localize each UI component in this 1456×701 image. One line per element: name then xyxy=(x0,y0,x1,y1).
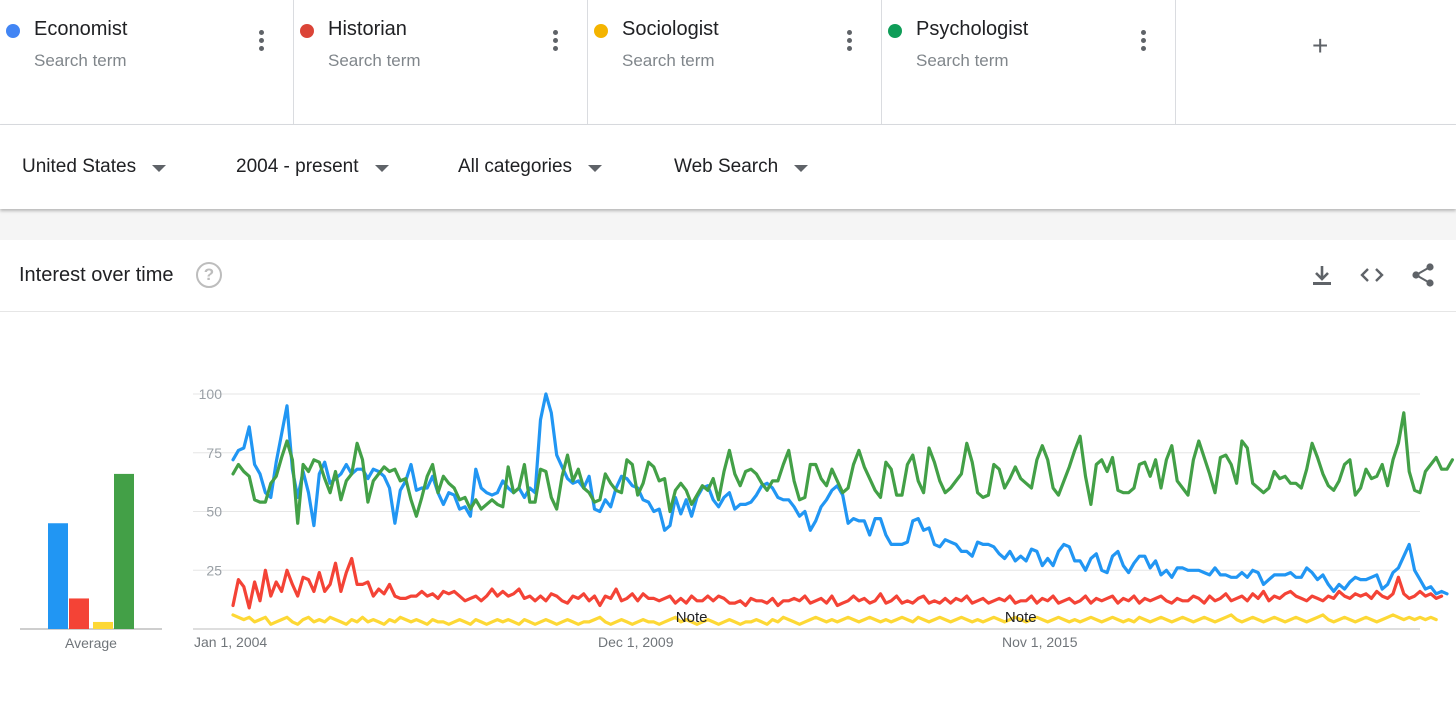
average-bar-historian xyxy=(69,598,89,629)
average-bar-economist xyxy=(48,523,68,629)
category-dropdown[interactable]: All categories xyxy=(458,156,603,178)
search-term-card-psychologist[interactable]: Psychologist Search term xyxy=(882,0,1176,124)
y-tick-label: 25 xyxy=(206,562,222,578)
x-tick-label: Jan 1, 2004 xyxy=(194,634,267,650)
section-divider xyxy=(0,209,1456,240)
y-tick-label: 50 xyxy=(206,504,222,520)
more-options-icon[interactable] xyxy=(1139,30,1147,54)
panel-title: Interest over time xyxy=(19,264,174,286)
more-options-icon[interactable] xyxy=(551,30,559,54)
plus-icon[interactable]: + xyxy=(1312,30,1329,61)
caret-down-icon xyxy=(588,164,603,172)
series-line-sociologist xyxy=(231,613,1438,626)
search-type-dropdown[interactable]: Web Search xyxy=(674,156,809,178)
series-line-psychologist xyxy=(231,411,1455,525)
panel-header: Interest over time ? xyxy=(0,240,1456,312)
term-label[interactable]: Economist xyxy=(34,18,128,40)
term-sublabel: Search term xyxy=(328,51,421,70)
category-value: All categories xyxy=(458,156,573,177)
series-line-historian xyxy=(231,556,1444,610)
time-range-dropdown[interactable]: 2004 - present xyxy=(236,156,389,178)
y-tick-label: 75 xyxy=(206,445,222,461)
search-term-card-historian[interactable]: Historian Search term xyxy=(294,0,588,124)
term-label[interactable]: Historian xyxy=(328,18,407,40)
term-sublabel: Search term xyxy=(916,51,1009,70)
time-range-value: 2004 - present xyxy=(236,156,359,177)
note-annotation: Note xyxy=(676,609,708,626)
caret-down-icon xyxy=(152,164,167,172)
note-annotation: Note xyxy=(1005,609,1037,626)
download-icon[interactable] xyxy=(1309,262,1335,288)
embed-icon[interactable] xyxy=(1359,262,1385,288)
more-options-icon[interactable] xyxy=(257,30,265,54)
search-term-card-economist[interactable]: Economist Search term xyxy=(0,0,294,124)
search-terms-bar: Economist Search term Historian Search t… xyxy=(0,0,1456,125)
caret-down-icon xyxy=(794,164,809,172)
x-tick-label: Nov 1, 2015 xyxy=(1002,634,1078,650)
average-bar-sociologist xyxy=(93,621,113,629)
term-sublabel: Search term xyxy=(622,51,715,70)
x-tick-label: Dec 1, 2009 xyxy=(598,634,674,650)
term-label[interactable]: Sociologist xyxy=(622,18,719,40)
region-value: United States xyxy=(22,156,137,177)
add-comparison-button[interactable]: + xyxy=(1176,0,1456,124)
y-tick-label: 100 xyxy=(199,386,223,402)
filter-bar: United States 2004 - present All categor… xyxy=(0,125,1456,209)
average-bar-psychologist xyxy=(114,473,134,629)
average-label: Average xyxy=(65,635,117,651)
term-color-dot xyxy=(888,24,902,38)
term-sublabel: Search term xyxy=(34,51,127,70)
term-label[interactable]: Psychologist xyxy=(916,18,1029,40)
search-type-value: Web Search xyxy=(674,156,779,177)
caret-down-icon xyxy=(374,164,389,172)
term-color-dot xyxy=(300,24,314,38)
interest-over-time-panel: Interest over time ? 100 75 50 25 Jan 1, 200… xyxy=(0,240,1456,701)
term-color-dot xyxy=(6,24,20,38)
help-icon[interactable]: ? xyxy=(196,262,222,288)
region-dropdown[interactable]: United States xyxy=(22,156,167,178)
series-line-economist xyxy=(231,392,1449,596)
term-color-dot xyxy=(594,24,608,38)
interest-chart: 100 75 50 25 Jan 1, 2004 Dec 1, 2009 Nov 1, 20… xyxy=(20,386,1455,651)
search-term-card-sociologist[interactable]: Sociologist Search term xyxy=(588,0,882,124)
share-icon[interactable] xyxy=(1410,262,1436,288)
more-options-icon[interactable] xyxy=(845,30,853,54)
